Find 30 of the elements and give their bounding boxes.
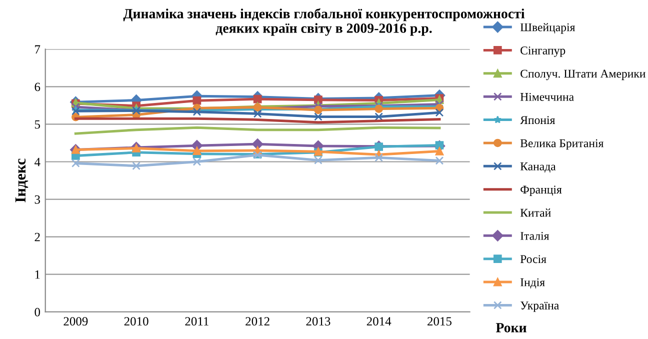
x-tick-label: 2011 (185, 317, 208, 326)
legend-label: Сполуч. Штати Америки (520, 70, 646, 80)
y-tick-label: 2 (34, 232, 40, 242)
x-tick-label: 2010 (124, 317, 148, 326)
y-tick-label: 4 (34, 158, 40, 166)
x-tick-label: 2012 (246, 317, 270, 326)
y-tick-label: 0 (34, 308, 40, 316)
y-axis-title: Індекс (15, 158, 28, 202)
y-tick-label: 5 (34, 120, 40, 129)
y-tick-label: 6 (34, 82, 40, 92)
legend-label: Швейцарія (520, 23, 576, 34)
y-tick-label: 3 (34, 195, 40, 204)
legend-label: Німеччина (520, 92, 574, 101)
legend-label: Індія (520, 278, 545, 288)
x-axis-title: Роки (496, 323, 526, 332)
legend-label: Україна (520, 302, 559, 312)
x-tick-label: 2009 (64, 317, 88, 326)
y-tick-label: 1 (35, 270, 40, 279)
legend-label: Франція (520, 186, 562, 196)
legend-label: Велика Британія (520, 139, 604, 150)
legend-label: Китай (520, 208, 551, 217)
y-tick-label: 7 (35, 45, 40, 54)
legend-label: Сінгапур (520, 46, 566, 57)
legend-label: Італія (520, 232, 550, 240)
legend-label: Канада (520, 162, 556, 173)
legend-label: Росія (520, 255, 546, 264)
x-tick-label: 2015 (428, 317, 452, 326)
x-tick-label: 2013 (306, 317, 330, 326)
legend-label: Японія (520, 116, 555, 124)
x-tick-label: 2014 (366, 317, 392, 326)
